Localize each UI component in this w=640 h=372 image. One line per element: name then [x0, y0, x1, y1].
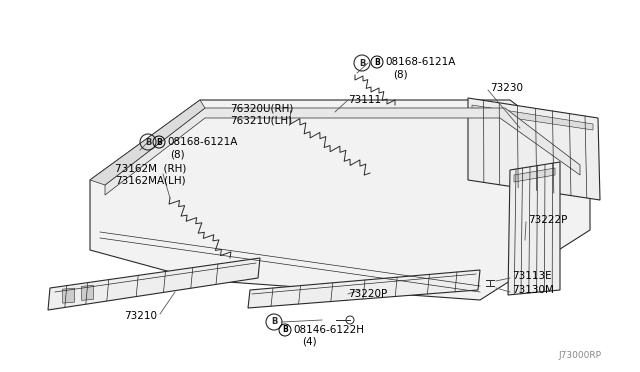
Text: 73111: 73111 [348, 95, 381, 105]
Text: 73230: 73230 [490, 83, 523, 93]
Text: 73162M  (RH): 73162M (RH) [115, 163, 186, 173]
Text: B: B [282, 326, 288, 334]
Text: 73222P: 73222P [528, 215, 568, 225]
Polygon shape [248, 270, 480, 308]
Text: 73130M: 73130M [512, 285, 554, 295]
Ellipse shape [551, 148, 559, 161]
Text: 76320U(RH): 76320U(RH) [230, 103, 293, 113]
Polygon shape [90, 100, 590, 300]
Text: J73000RP: J73000RP [558, 352, 601, 360]
Ellipse shape [487, 278, 493, 288]
Text: (8): (8) [393, 69, 408, 79]
Polygon shape [468, 98, 600, 200]
Text: B: B [271, 317, 277, 327]
Polygon shape [472, 105, 593, 130]
Text: 08146-6122H: 08146-6122H [293, 325, 364, 335]
Ellipse shape [506, 144, 514, 158]
Text: 73210: 73210 [124, 311, 157, 321]
Text: B: B [145, 138, 151, 147]
Polygon shape [81, 285, 93, 300]
Polygon shape [514, 168, 555, 182]
Text: B: B [359, 58, 365, 67]
Polygon shape [63, 288, 75, 303]
Polygon shape [90, 100, 205, 185]
Text: 08168-6121A: 08168-6121A [167, 137, 237, 147]
Ellipse shape [570, 149, 579, 163]
Text: 08168-6121A: 08168-6121A [385, 57, 456, 67]
Text: (8): (8) [170, 149, 184, 159]
Text: 73162MA(LH): 73162MA(LH) [115, 175, 186, 185]
Polygon shape [48, 258, 260, 310]
Text: B: B [156, 138, 162, 147]
Text: B: B [374, 58, 380, 67]
Ellipse shape [529, 146, 537, 160]
Ellipse shape [346, 316, 354, 324]
Text: 73220P: 73220P [348, 289, 387, 299]
Polygon shape [105, 108, 580, 195]
Ellipse shape [483, 142, 492, 157]
Polygon shape [508, 162, 560, 295]
Text: 73113E: 73113E [512, 271, 552, 281]
Text: 76321U(LH): 76321U(LH) [230, 115, 292, 125]
Text: (4): (4) [302, 337, 317, 347]
